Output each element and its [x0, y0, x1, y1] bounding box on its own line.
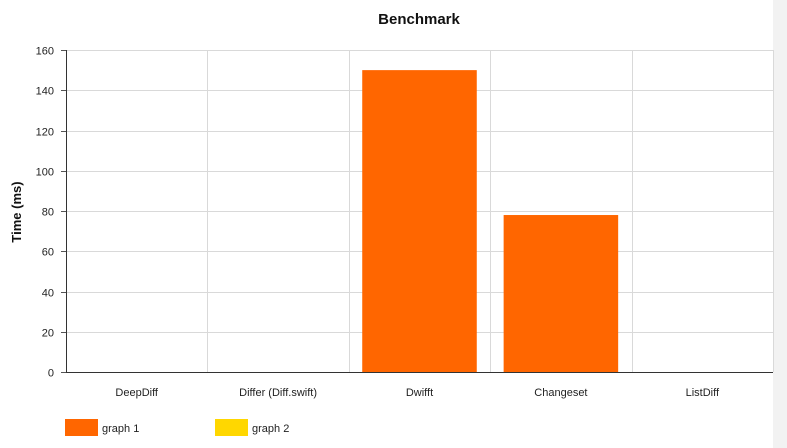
y-tick-label: 160 [36, 46, 54, 58]
y-tick-label: 120 [36, 127, 54, 139]
y-tick-label: 100 [36, 167, 54, 179]
bars [362, 70, 619, 372]
bar-1-3 [362, 70, 477, 372]
x-tick-label: Dwifft [406, 387, 433, 399]
y-tick-labels: 0 20 40 60 80 100 120 140 160 [36, 46, 54, 380]
y-tick-label: 140 [36, 86, 54, 98]
bar-1-4 [503, 215, 619, 372]
chart-title: Benchmark [378, 11, 460, 28]
legend: graph 1 graph 2 [65, 419, 289, 436]
legend-label-1: graph 1 [102, 423, 139, 435]
x-tick-labels: DeepDiff Differ (Diff.swift) Dwifft Changes… [115, 387, 720, 399]
legend-swatch-1 [65, 419, 98, 436]
x-tick-label: DeepDiff [115, 387, 159, 399]
window-edge [773, 0, 787, 448]
y-axis-label: Time (ms) [9, 181, 24, 242]
y-tick-label: 0 [48, 368, 54, 380]
x-tick-label: Differ (Diff.swift) [239, 387, 317, 399]
y-tick-label: 60 [42, 247, 54, 259]
x-tick-label: Changeset [534, 387, 587, 399]
legend-label-2: graph 2 [252, 423, 289, 435]
y-tick-label: 20 [42, 328, 54, 340]
axes [61, 50, 773, 373]
y-tick-label: 80 [42, 207, 54, 219]
x-tick-label: ListDiff [686, 387, 720, 399]
legend-swatch-2 [215, 419, 248, 436]
y-tick-label: 40 [42, 288, 54, 300]
